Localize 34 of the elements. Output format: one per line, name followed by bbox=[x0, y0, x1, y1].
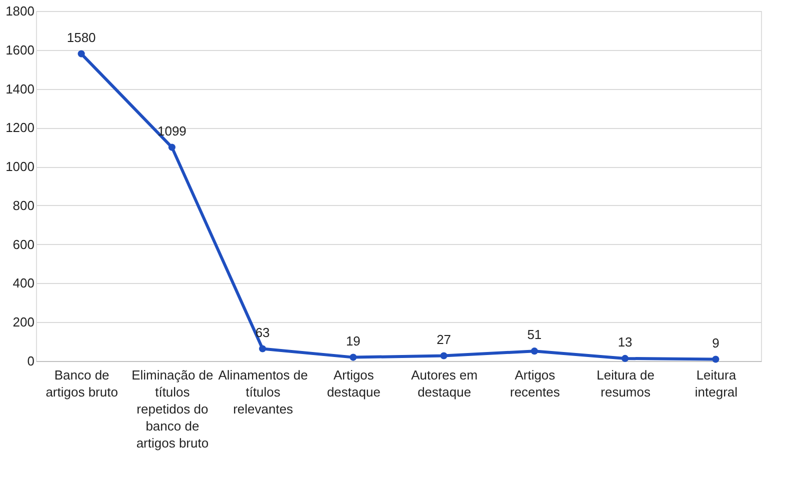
y-tick-label: 800 bbox=[12, 198, 34, 213]
x-tick-label: Artigos destaque bbox=[326, 368, 380, 400]
y-tick-label: 400 bbox=[12, 276, 34, 291]
y-tick-label: 1400 bbox=[6, 81, 34, 96]
x-tick-label: Artigos recentes bbox=[510, 368, 560, 400]
x-tick-label: Eliminação de títulos repetidos do banco de artigos bruto bbox=[132, 368, 214, 450]
point bbox=[530, 348, 538, 355]
point bbox=[168, 144, 176, 151]
x-tick-label: Autores em destaque bbox=[411, 368, 478, 400]
point bbox=[440, 352, 448, 360]
data-label: 51 bbox=[527, 327, 542, 342]
point bbox=[259, 345, 266, 352]
data-label: 63 bbox=[255, 324, 270, 340]
y-tick-label: 0 bbox=[27, 354, 34, 368]
x-tick-label: Banco de artigos bruto bbox=[46, 368, 118, 400]
data-label: 1099 bbox=[157, 123, 186, 138]
x-tick-label: Leitura de resumos bbox=[596, 368, 654, 400]
point bbox=[622, 354, 629, 362]
y-tick-label: 1600 bbox=[6, 42, 34, 58]
point bbox=[712, 356, 720, 363]
data-label: 1580 bbox=[66, 30, 96, 45]
data-label: 9 bbox=[712, 335, 720, 350]
y-tick-label: 1200 bbox=[6, 120, 34, 136]
y-tick-label: 1000 bbox=[6, 159, 34, 174]
x-tick-label: Leitura integral bbox=[694, 368, 738, 400]
y-tick-label: 1800 bbox=[6, 4, 34, 18]
data-label: 19 bbox=[346, 333, 360, 348]
point bbox=[78, 50, 85, 58]
x-tick-label: Alinamentos de títulos relevantes bbox=[218, 368, 308, 416]
y-tick-label: 200 bbox=[12, 314, 34, 330]
data-label: 27 bbox=[436, 332, 452, 347]
data-label: 13 bbox=[618, 334, 632, 350]
point bbox=[350, 354, 357, 361]
y-tick-label: 600 bbox=[12, 236, 34, 252]
